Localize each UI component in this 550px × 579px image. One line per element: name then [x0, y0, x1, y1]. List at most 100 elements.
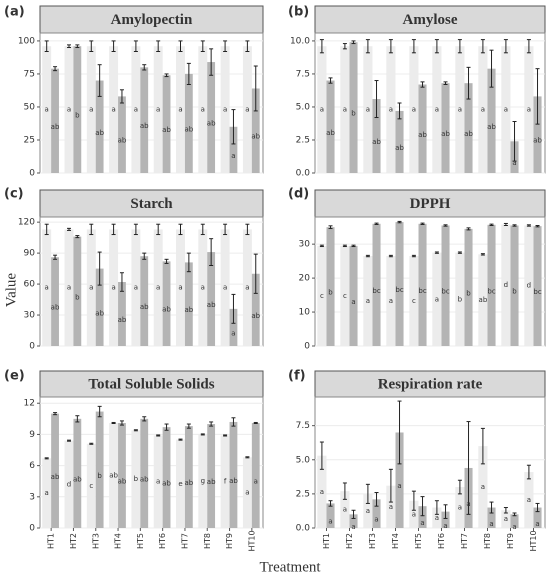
bar	[395, 432, 404, 528]
bar	[455, 252, 465, 346]
significance-letter: a	[389, 297, 393, 305]
significance-letter: c	[343, 292, 347, 300]
x-tick-label: HT1	[322, 533, 331, 549]
bar	[441, 511, 450, 528]
significance-letter: a	[156, 478, 160, 486]
significance-letter: ab	[418, 131, 427, 139]
bar	[524, 225, 534, 346]
significance-letter: ab	[73, 475, 82, 483]
significance-letter: ab	[184, 125, 193, 133]
significance-letter: e	[178, 480, 182, 488]
significance-letter: ab	[229, 477, 238, 485]
y-tick-label: 30	[24, 311, 36, 321]
y-tick-label: 0	[29, 342, 35, 352]
bar	[533, 226, 542, 346]
panel-tag: (d)	[288, 187, 309, 202]
bar	[251, 273, 260, 346]
significance-letter: a	[320, 106, 324, 114]
significance-letter: a	[201, 284, 205, 292]
bar	[372, 223, 381, 346]
bar	[176, 439, 185, 528]
bar	[340, 491, 350, 528]
bar	[73, 236, 82, 346]
bar	[251, 88, 260, 173]
y-tick-label: 3	[29, 492, 35, 502]
significance-letter: a	[89, 106, 93, 114]
bar	[251, 422, 260, 528]
panel-title: Respiration rate	[378, 376, 483, 392]
significance-letter: ab	[51, 123, 60, 131]
x-tick-label: HT7	[180, 533, 189, 549]
bar	[455, 487, 465, 528]
significance-letter: a	[178, 106, 182, 114]
bar	[409, 46, 419, 173]
significance-letter: a	[45, 106, 49, 114]
bar	[207, 62, 216, 173]
significance-letter: a	[481, 483, 485, 491]
panel-tag: (f)	[288, 369, 306, 384]
significance-letter: a	[231, 329, 235, 337]
significance-letter: a	[89, 284, 93, 292]
bar	[64, 46, 74, 173]
bar	[317, 245, 327, 346]
significance-letter: a	[134, 106, 138, 114]
significance-letter: a	[389, 503, 393, 511]
bar	[51, 413, 59, 528]
y-tick-label: 100	[18, 36, 35, 46]
y-tick-label: 2.5	[296, 489, 310, 499]
y-tick-label: 9	[29, 430, 35, 440]
x-tick-label: HT5	[136, 533, 145, 549]
bar	[184, 426, 193, 528]
x-tick-label: HT2	[69, 533, 78, 549]
bar	[524, 46, 534, 173]
bar	[533, 96, 542, 173]
bar	[140, 418, 149, 528]
y-tick-label: 10	[299, 308, 311, 318]
bar	[418, 506, 427, 528]
bar	[162, 75, 171, 173]
bar	[340, 46, 350, 173]
significance-letter: ab	[464, 130, 473, 138]
y-tick-label: 90	[24, 249, 36, 259]
y-tick-label: 5.0	[296, 102, 311, 112]
bar	[162, 261, 171, 346]
significance-letter: a	[178, 284, 182, 292]
bar	[455, 46, 465, 173]
y-tick-label: 0	[304, 342, 310, 352]
x-tick-label: HT6	[158, 533, 167, 549]
significance-letter: a	[527, 496, 531, 504]
bar	[409, 256, 419, 346]
panel-tag: (a)	[4, 5, 25, 20]
significance-letter: a	[512, 159, 516, 167]
bar	[118, 282, 126, 346]
bar	[326, 503, 335, 528]
panel-title: Total Soluble Solids	[88, 376, 214, 392]
x-tick-label: HT5	[414, 533, 423, 549]
significance-letter: ab	[140, 122, 149, 130]
significance-letter: bc	[441, 288, 449, 296]
bar	[478, 446, 488, 528]
bar	[184, 262, 193, 346]
x-tick-label: HT3	[368, 533, 377, 549]
y-tick-label: 7.5	[296, 421, 310, 431]
y-tick-label: 2.5	[296, 135, 310, 145]
significance-letter: a	[351, 298, 355, 306]
strip	[314, 189, 546, 218]
significance-letter: a	[45, 489, 49, 497]
bar	[372, 499, 381, 528]
bar	[363, 493, 373, 528]
significance-letter: a	[435, 295, 439, 303]
significance-letter: ab	[207, 478, 216, 486]
y-tick-label: 10.0	[290, 36, 310, 46]
bar	[510, 225, 519, 346]
x-tick-label: HT7	[460, 533, 469, 549]
y-tick-label: 12	[24, 399, 35, 409]
x-tick-label: HT4	[114, 533, 123, 549]
significance-letter: a	[435, 514, 439, 522]
bar	[432, 507, 442, 528]
bar	[51, 257, 59, 346]
bar	[42, 458, 52, 528]
significance-letter: b	[328, 289, 333, 297]
significance-letter: b	[458, 295, 463, 303]
